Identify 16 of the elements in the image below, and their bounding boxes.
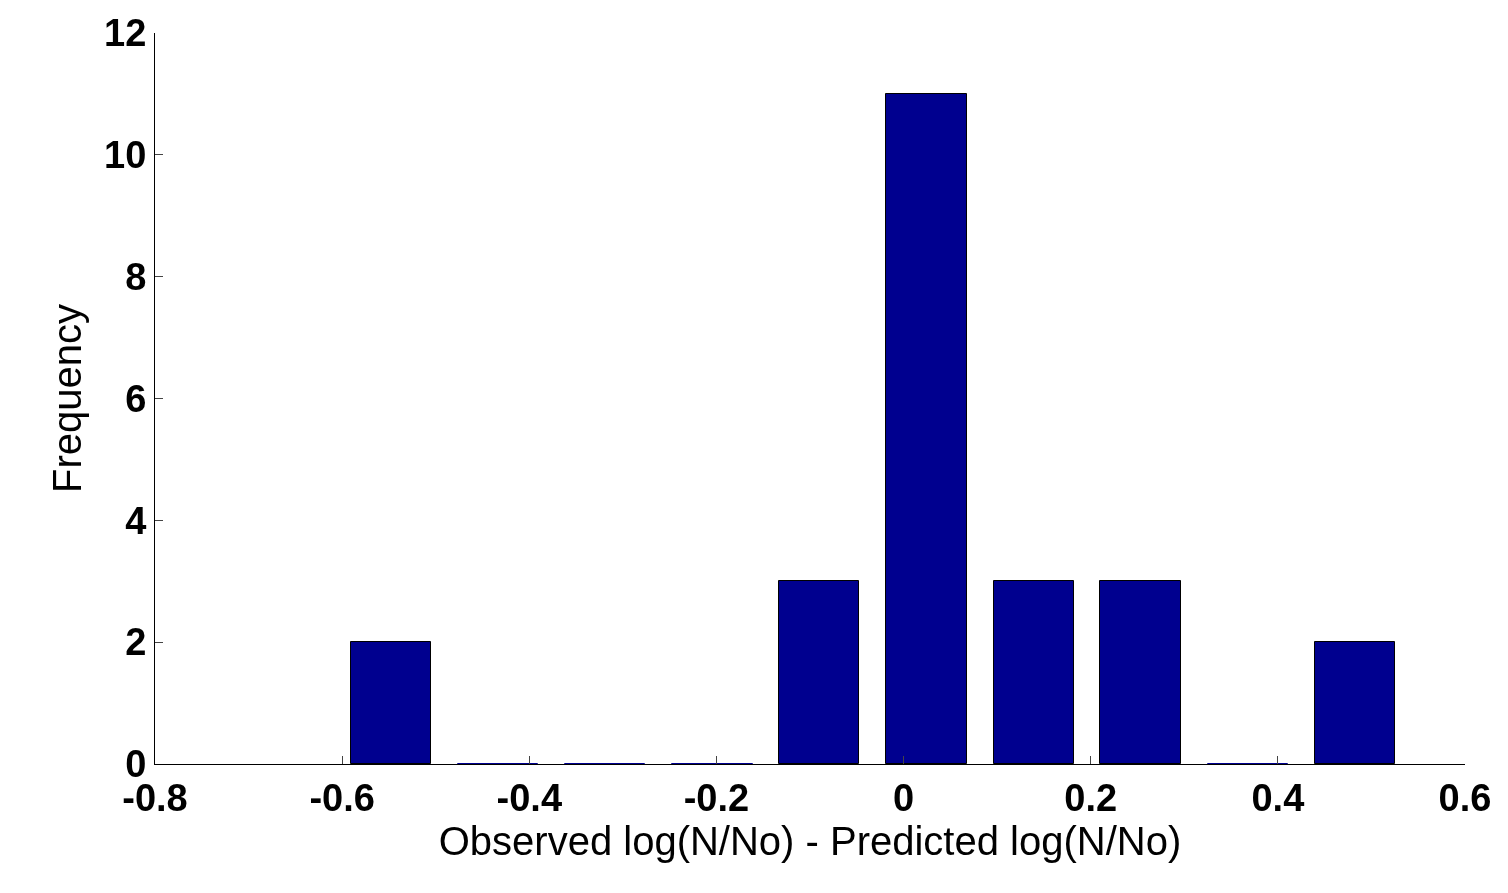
x-tick-label: -0.8 — [122, 776, 188, 819]
x-tick-label: 0.4 — [1251, 776, 1305, 819]
y-tick-label: 8 — [125, 255, 147, 298]
y-tick-label: 6 — [125, 377, 147, 420]
x-tick-label: -0.4 — [496, 776, 563, 819]
y-axis-title: Frequency — [44, 304, 89, 493]
x-tick-label: -0.2 — [683, 776, 750, 819]
x-tick-label: 0.6 — [1438, 776, 1492, 819]
x-tick-label: 0 — [893, 776, 915, 819]
x-tick-label: -0.6 — [309, 776, 375, 819]
y-tick-label: 12 — [104, 12, 147, 55]
y-tick-label: 2 — [125, 621, 147, 664]
x-tick-label: 0.2 — [1064, 776, 1118, 819]
y-tick-label: 10 — [104, 134, 147, 177]
y-tick-label: 4 — [125, 499, 147, 542]
x-axis-title: Observed log(N/No) - Predicted log(N/No) — [438, 818, 1182, 863]
